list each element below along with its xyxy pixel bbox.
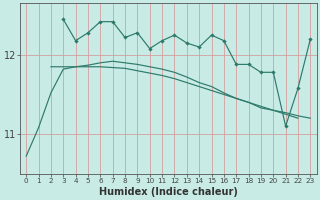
X-axis label: Humidex (Indice chaleur): Humidex (Indice chaleur)	[99, 187, 238, 197]
